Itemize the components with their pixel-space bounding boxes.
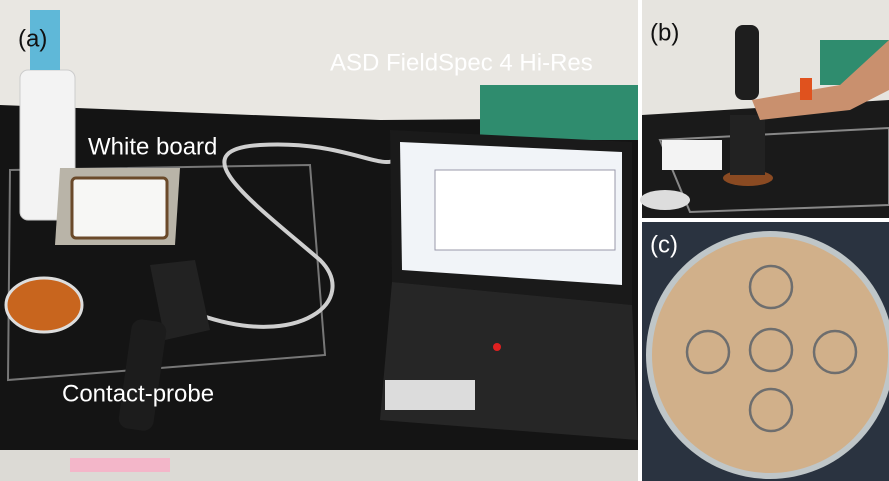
annotation: White board — [88, 133, 217, 160]
sticker — [70, 458, 170, 472]
petri-dish — [6, 278, 82, 332]
panel-a: (a) ASD FieldSpec 4 Hi-Res White board C… — [0, 0, 638, 481]
trackpoint — [493, 343, 501, 351]
petri-dish — [640, 190, 690, 210]
panel-label: (a) — [18, 25, 47, 52]
probe-head — [730, 115, 765, 175]
panel-label: (c) — [650, 231, 678, 258]
annotation: ASD FieldSpec 4 Hi-Res — [330, 49, 593, 76]
annotation: Contact-probe — [62, 380, 214, 407]
screen-plot — [435, 170, 615, 250]
panel-label: (b) — [650, 19, 679, 46]
figure: (a) ASD FieldSpec 4 Hi-Res White board C… — [0, 0, 889, 481]
instrument — [480, 85, 638, 140]
probe-handle — [735, 25, 759, 100]
panel-c: (c) — [642, 222, 889, 481]
white-board — [662, 140, 722, 170]
wristband — [800, 78, 812, 100]
panel-b: (b) — [640, 0, 889, 218]
laptop-sticker — [385, 380, 475, 410]
white-board — [72, 178, 167, 238]
laptop-keyboard — [380, 282, 638, 440]
